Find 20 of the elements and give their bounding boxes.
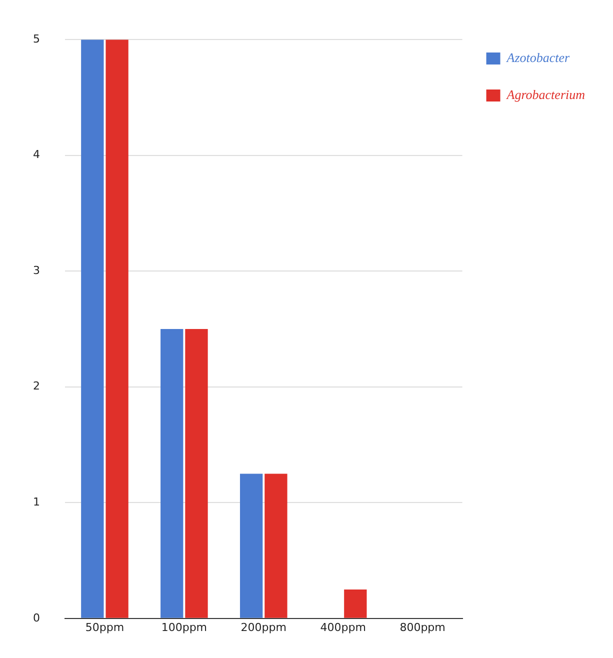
x-tick-label: 50ppm [85,620,124,634]
bar [185,329,208,618]
bar [106,40,128,618]
legend-label: Azotobacter [506,50,571,65]
y-tick-label: 0 [33,611,40,624]
bar [81,40,104,618]
y-tick-label: 1 [33,496,40,508]
bar [344,589,367,618]
x-tick-label: 100ppm [161,620,208,634]
legend-label: Agrobacterium [506,86,586,102]
y-tick-label: 5 [33,32,40,46]
x-tick-label: 400ppm [320,620,366,634]
x-tick-label: 800ppm [400,620,446,634]
y-tick-label: 3 [33,264,40,277]
bar [160,329,184,618]
bar [264,474,288,618]
y-tick-label: 2 [33,380,40,393]
bar [240,474,263,618]
y-tick-label: 4 [33,148,40,162]
x-tick-label: 200ppm [240,620,286,634]
